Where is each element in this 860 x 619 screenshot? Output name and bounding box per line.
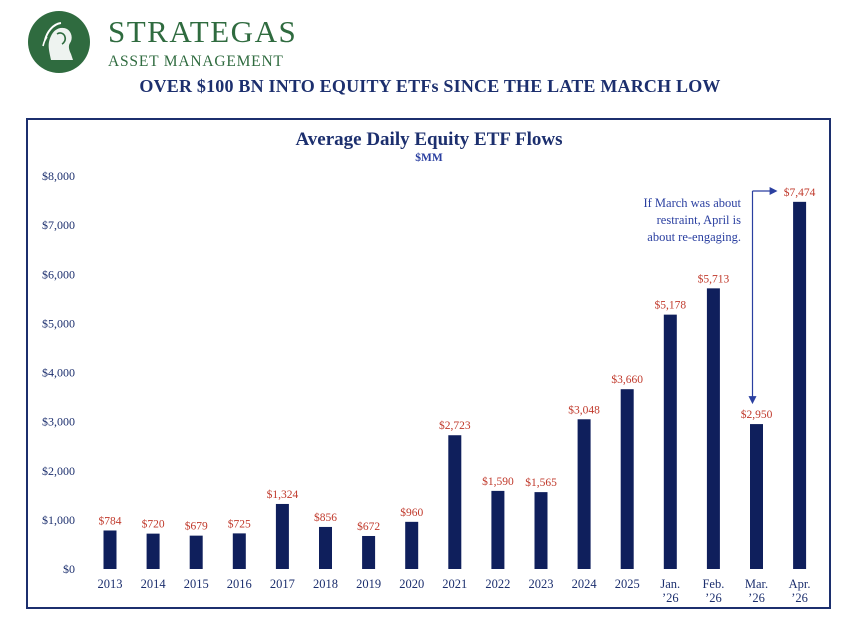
x-tick-label: 2018 xyxy=(313,577,338,591)
bar-value-label: $1,565 xyxy=(525,476,557,489)
x-tick-label: Jan. xyxy=(660,577,680,591)
bar xyxy=(319,526,332,569)
annotation-text: restraint, April is xyxy=(657,213,741,227)
bar-value-label: $672 xyxy=(357,520,380,533)
bar-value-label: $7,474 xyxy=(784,186,816,199)
x-tick-label: 2021 xyxy=(442,577,467,591)
bar xyxy=(275,503,289,569)
x-tick-label: 2015 xyxy=(184,577,209,591)
bar-value-label: $3,048 xyxy=(568,403,600,416)
x-tick-label: Mar. xyxy=(745,577,768,591)
x-axis: 2013 2014 2015 2016 2017 2018 2019 2020 2021 2022… xyxy=(98,577,811,605)
bar-value-label: $3,660 xyxy=(611,373,643,386)
bar xyxy=(405,521,419,569)
x-tick-label: Apr. xyxy=(789,577,811,591)
x-tick-label: 2020 xyxy=(399,577,424,591)
bar xyxy=(189,535,203,569)
bar xyxy=(706,288,720,569)
annotation: If March was about restraint, April is abo… xyxy=(643,187,778,405)
bar xyxy=(750,424,763,569)
bar-value-label: $2,950 xyxy=(741,408,773,421)
bar-value-label: $679 xyxy=(185,520,208,533)
bar xyxy=(663,314,677,569)
y-tick-label: $5,000 xyxy=(42,316,75,330)
annotation-text: If March was about xyxy=(643,196,741,210)
annotation-text: about re-engaging. xyxy=(647,230,741,244)
chart-subtitle: $MM xyxy=(415,151,443,164)
bar xyxy=(362,535,376,569)
page-headline: OVER $100 BN INTO EQUITY ETFs SINCE THE … xyxy=(139,76,721,96)
y-tick-label: $6,000 xyxy=(42,267,75,281)
bar-value-label: $960 xyxy=(400,506,423,519)
bar-value-label: $720 xyxy=(142,518,165,531)
x-tick-label: 2014 xyxy=(141,577,167,591)
y-tick-label: $1,000 xyxy=(42,513,75,527)
y-tick-label: $4,000 xyxy=(42,366,75,380)
x-tick-label: ’26 xyxy=(705,591,722,605)
y-tick-label: $0 xyxy=(63,562,75,576)
x-tick-label: 2013 xyxy=(98,577,123,591)
bar xyxy=(620,389,634,569)
y-axis: $0 $1,000 $2,000 $3,000 $4,000 $5,000 $6,000 $7… xyxy=(42,169,75,576)
x-tick-label: 2019 xyxy=(356,577,381,591)
bar-value-label: $1,324 xyxy=(267,488,299,501)
bar xyxy=(577,419,591,569)
x-tick-label: 2017 xyxy=(270,577,295,591)
data-labels: $784 $720 $679 $725 $1,324 $856 $672 $960 $2,723… xyxy=(99,186,816,533)
y-tick-label: $2,000 xyxy=(42,464,75,478)
bar xyxy=(491,490,505,569)
bar-value-label: $1,590 xyxy=(482,475,514,488)
brand-name: STRATEGAS xyxy=(108,14,298,49)
bar xyxy=(103,530,117,569)
bar-value-label: $856 xyxy=(314,511,337,524)
bar-value-label: $5,178 xyxy=(654,299,686,312)
bar xyxy=(146,533,160,569)
y-tick-label: $3,000 xyxy=(42,415,75,429)
y-tick-label: $8,000 xyxy=(42,169,75,183)
x-tick-label: 2024 xyxy=(572,577,598,591)
x-tick-label: 2025 xyxy=(615,577,640,591)
x-tick-label: ’26 xyxy=(748,591,765,605)
bars xyxy=(103,201,807,569)
x-tick-label: 2016 xyxy=(227,577,252,591)
x-tick-label: ’26 xyxy=(791,591,808,605)
bar-value-label: $5,713 xyxy=(698,272,730,285)
x-tick-label: Feb. xyxy=(702,577,724,591)
x-tick-label: ’26 xyxy=(662,591,679,605)
strategas-logo xyxy=(28,11,90,73)
bar xyxy=(534,492,548,569)
bar xyxy=(793,201,807,569)
chart-title: Average Daily Equity ETF Flows xyxy=(295,129,562,150)
chart-frame xyxy=(26,118,831,609)
y-tick-label: $7,000 xyxy=(42,218,75,232)
bar-value-label: $725 xyxy=(228,517,251,530)
bar xyxy=(448,435,462,569)
bar-value-label: $2,723 xyxy=(439,419,471,432)
bar xyxy=(232,533,246,569)
bar-value-label: $784 xyxy=(99,514,122,527)
x-tick-label: 2022 xyxy=(485,577,510,591)
brand-subtitle: ASSET MANAGEMENT xyxy=(108,53,284,70)
x-tick-label: 2023 xyxy=(529,577,554,591)
